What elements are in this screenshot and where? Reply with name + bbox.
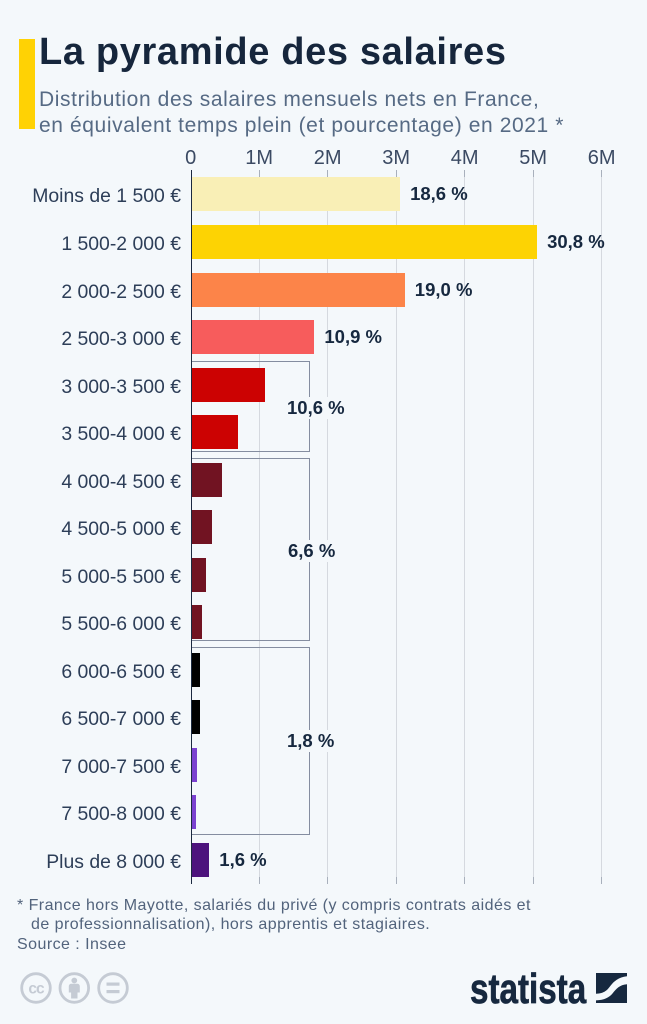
svg-text:cc: cc (28, 981, 45, 998)
